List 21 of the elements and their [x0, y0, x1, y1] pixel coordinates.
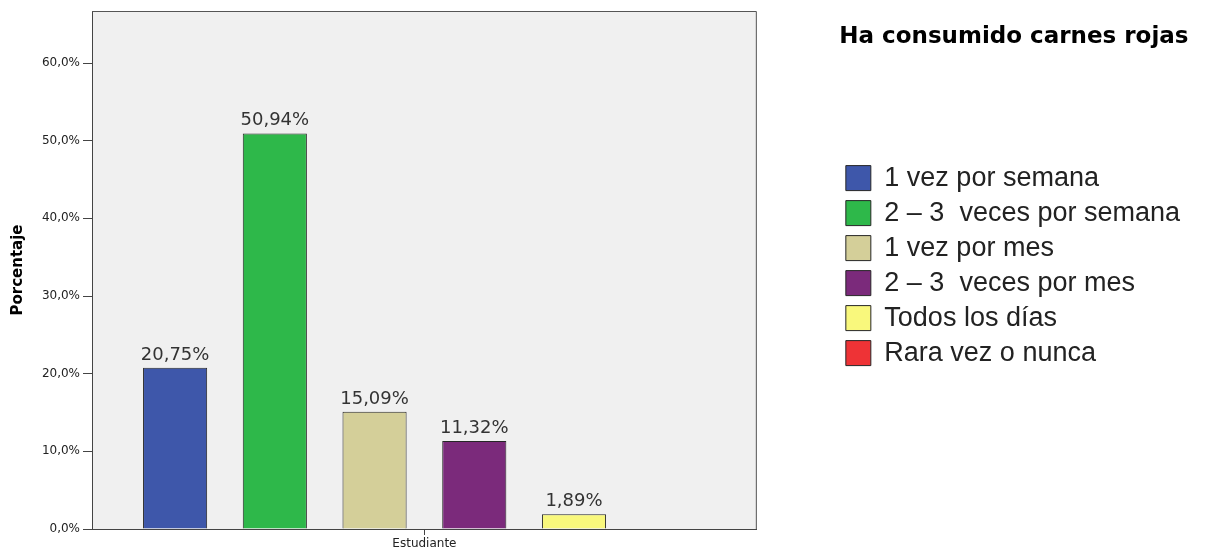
data-label: 15,09% — [340, 386, 409, 408]
data-label: 50,94% — [240, 108, 310, 130]
legend-label: Rara vez o nunca — [884, 336, 1097, 367]
legend-label: Todos los días — [884, 301, 1057, 332]
data-label: 20,75% — [140, 342, 210, 364]
y-tick-label: 0,0% — [49, 521, 80, 536]
legend-label: 2 – 3 veces por semana — [884, 196, 1181, 227]
legend-label: 2 – 3 veces por mes — [884, 266, 1135, 297]
y-tick-label: 30,0% — [41, 288, 80, 303]
y-tick-label: 10,0% — [41, 443, 80, 458]
legend-label: 1 vez por mes — [884, 231, 1054, 262]
data-label: 11,32% — [439, 416, 509, 438]
y-axis-title: Porcentaje — [7, 224, 26, 316]
legend-title: Ha consumido carnes rojas — [839, 22, 1189, 49]
data-label: 1,89% — [545, 489, 603, 511]
y-tick-label: 60,0% — [41, 55, 80, 70]
y-tick-label: 40,0% — [41, 210, 80, 225]
legend-label: 1 vez por semana — [884, 161, 1100, 192]
y-tick-label: 20,0% — [41, 365, 80, 380]
x-tick-label: Estudiante — [392, 536, 457, 551]
y-tick-label: 50,0% — [41, 132, 80, 147]
